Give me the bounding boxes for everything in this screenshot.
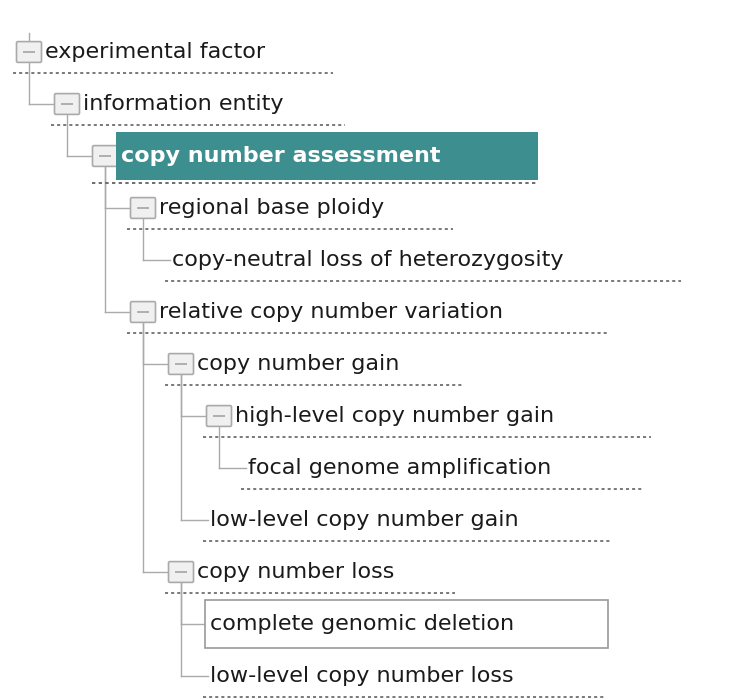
FancyBboxPatch shape [206, 405, 232, 426]
FancyBboxPatch shape [169, 561, 194, 582]
FancyBboxPatch shape [130, 302, 155, 323]
Text: focal genome amplification: focal genome amplification [248, 458, 551, 478]
Text: experimental factor: experimental factor [45, 42, 266, 62]
Text: information entity: information entity [83, 94, 284, 114]
Text: low-level copy number loss: low-level copy number loss [210, 666, 514, 686]
FancyBboxPatch shape [116, 132, 538, 180]
FancyBboxPatch shape [169, 354, 194, 374]
Text: copy number loss: copy number loss [197, 562, 394, 582]
Text: low-level copy number gain: low-level copy number gain [210, 510, 519, 530]
FancyBboxPatch shape [205, 600, 608, 648]
FancyBboxPatch shape [55, 94, 80, 114]
Text: copy number assessment: copy number assessment [121, 146, 440, 166]
Text: regional base ploidy: regional base ploidy [159, 198, 384, 218]
Text: relative copy number variation: relative copy number variation [159, 302, 503, 322]
Text: copy-neutral loss of heterozygosity: copy-neutral loss of heterozygosity [172, 250, 563, 270]
Text: copy number gain: copy number gain [197, 354, 399, 374]
FancyBboxPatch shape [130, 197, 155, 218]
Text: high-level copy number gain: high-level copy number gain [235, 406, 554, 426]
FancyBboxPatch shape [92, 146, 118, 167]
FancyBboxPatch shape [16, 41, 41, 62]
Text: complete genomic deletion: complete genomic deletion [210, 614, 514, 634]
